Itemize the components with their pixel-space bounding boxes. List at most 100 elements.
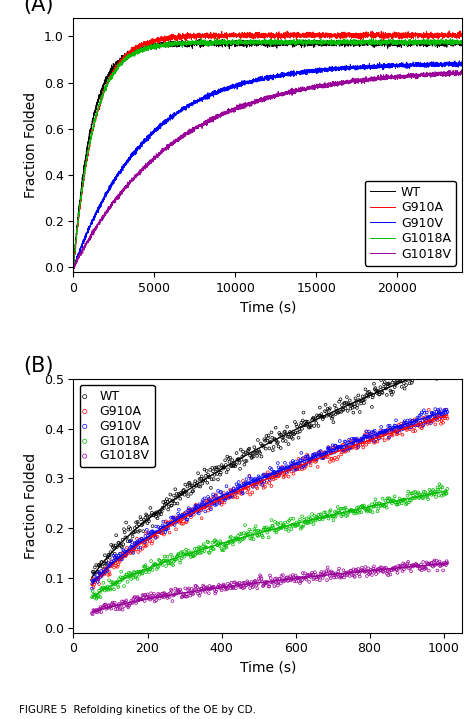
- G910V: [204, 491, 212, 503]
- WT: [277, 442, 284, 454]
- G910V: [365, 429, 372, 441]
- WT: [214, 474, 222, 485]
- G1018V: [373, 568, 380, 580]
- G910A: [186, 504, 193, 516]
- G910A: [407, 422, 415, 434]
- WT: [131, 522, 138, 533]
- G1018V: [71, 265, 77, 273]
- G1018A: [100, 582, 108, 594]
- G1018V: [220, 579, 228, 590]
- G1018A: [269, 520, 277, 531]
- G910V: [344, 444, 351, 455]
- G910A: [383, 426, 390, 437]
- G1018V: [436, 556, 443, 567]
- G1018A: [447, 35, 453, 43]
- G1018V: [281, 575, 289, 587]
- G1018A: [253, 526, 260, 537]
- WT: [359, 390, 366, 402]
- G910A: [119, 548, 127, 559]
- G910V: [207, 503, 215, 515]
- G910A: [395, 419, 403, 431]
- G910V: [414, 419, 422, 431]
- G910A: [239, 475, 247, 487]
- G1018V: [394, 567, 401, 579]
- G1018A: [311, 514, 319, 526]
- G1018V: [288, 574, 295, 585]
- G1018A: [260, 523, 267, 535]
- G1018V: [368, 569, 376, 581]
- WT: [234, 37, 239, 45]
- G1018A: [105, 584, 112, 595]
- WT: [370, 390, 377, 401]
- G1018A: [146, 563, 154, 574]
- G1018A: [400, 494, 408, 505]
- WT: [104, 551, 111, 563]
- WT: [145, 513, 152, 525]
- G1018A: [149, 560, 157, 572]
- G1018V: [349, 567, 356, 579]
- Text: (B): (B): [23, 356, 54, 376]
- WT: [431, 353, 438, 365]
- G910V: [390, 422, 397, 434]
- G910V: [154, 526, 161, 538]
- G910V: [254, 473, 261, 485]
- G910A: [393, 429, 401, 440]
- G910A: [373, 431, 381, 443]
- G910V: [321, 446, 328, 458]
- G1018A: [315, 509, 322, 521]
- G910A: [71, 262, 76, 270]
- G910V: [109, 557, 117, 569]
- G1018A: [159, 559, 166, 571]
- G1018V: [331, 569, 338, 581]
- G1018A: [279, 520, 287, 531]
- G1018A: [346, 505, 354, 516]
- G910V: [366, 428, 374, 439]
- G1018V: [224, 578, 232, 590]
- G1018A: [92, 589, 100, 600]
- G1018V: [136, 593, 144, 605]
- G910A: [342, 446, 349, 457]
- G1018V: [145, 591, 152, 603]
- G910V: [219, 490, 227, 502]
- G910V: [266, 462, 274, 474]
- G1018V: [395, 563, 403, 574]
- WT: [186, 480, 194, 491]
- G1018A: [438, 482, 446, 493]
- WT: [353, 402, 361, 413]
- G1018V: [155, 589, 163, 600]
- G910A: [333, 454, 341, 465]
- G1018A: [385, 493, 393, 504]
- G910A: [434, 415, 441, 426]
- G910A: [419, 412, 427, 423]
- G910V: [165, 519, 173, 531]
- WT: [387, 386, 395, 398]
- G1018V: [148, 592, 155, 603]
- G910V: [261, 476, 268, 487]
- G910V: [302, 457, 310, 469]
- G910V: [115, 554, 123, 565]
- G1018A: [142, 559, 149, 571]
- G1018A: [292, 521, 300, 532]
- G1018V: [302, 572, 310, 584]
- G1018V: [191, 584, 198, 595]
- G910A: [416, 421, 423, 432]
- G910V: [241, 480, 248, 491]
- G1018V: [186, 586, 193, 597]
- G1018V: [316, 574, 324, 586]
- WT: [182, 479, 189, 490]
- G1018V: [459, 65, 465, 74]
- WT: [288, 431, 295, 443]
- G910V: [296, 454, 304, 466]
- G1018V: [125, 602, 132, 613]
- G910A: [300, 452, 307, 464]
- G1018V: [294, 572, 301, 584]
- G910A: [151, 529, 158, 541]
- WT: [390, 375, 398, 386]
- G1018V: [90, 605, 97, 616]
- G1018A: [208, 541, 215, 552]
- G910V: [364, 431, 371, 442]
- G910A: [98, 569, 106, 581]
- WT: [415, 364, 423, 375]
- G1018A: [214, 539, 222, 551]
- G1018A: [122, 571, 129, 582]
